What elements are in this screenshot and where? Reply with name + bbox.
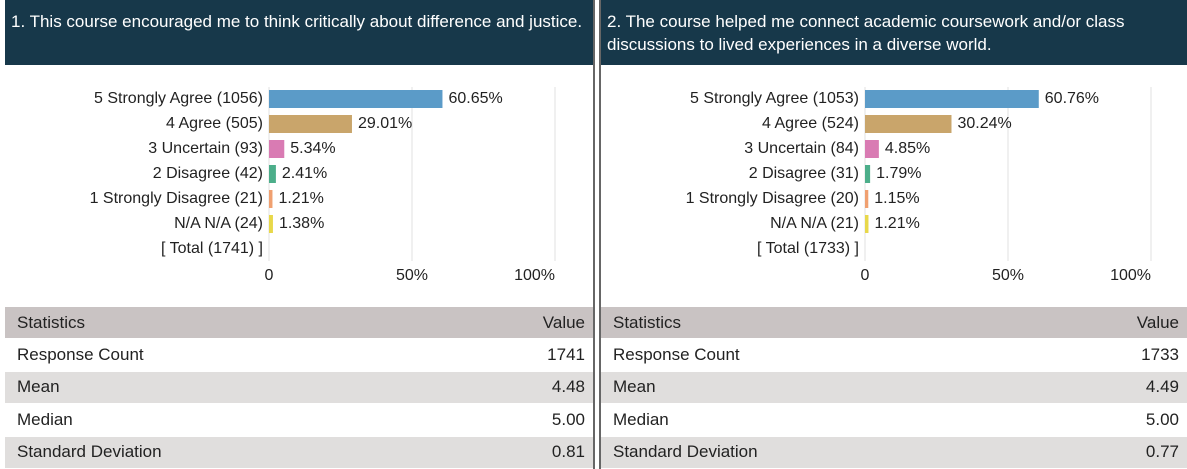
category-label: 3 Uncertain (84) bbox=[744, 140, 859, 157]
bar bbox=[269, 190, 273, 208]
bar-chart: 0 50% 100% 5 Strongly Agree (1056) 60.65% 4 A… bbox=[90, 87, 556, 284]
x-tick-label: 0 bbox=[265, 267, 274, 284]
category-label: 4 Agree (505) bbox=[166, 115, 263, 132]
x-tick-label: 50% bbox=[992, 267, 1024, 284]
category-label: 4 Agree (524) bbox=[762, 115, 859, 132]
category-label: N/A N/A (24) bbox=[174, 215, 263, 232]
value-label: 2.41% bbox=[282, 165, 327, 182]
question-title: 1. This course encouraged me to think cr… bbox=[5, 0, 593, 65]
category-label: 2 Disagree (42) bbox=[153, 165, 263, 182]
table-row: Standard Deviation 0.77 bbox=[601, 436, 1187, 469]
category-label: N/A N/A (21) bbox=[770, 215, 859, 232]
bar bbox=[269, 90, 443, 108]
category-label: 5 Strongly Agree (1056) bbox=[94, 90, 263, 107]
table-cell: 1741 bbox=[547, 345, 585, 365]
value-label: 29.01% bbox=[358, 115, 412, 132]
header-cell: Statistics bbox=[17, 312, 86, 332]
divider bbox=[593, 0, 601, 469]
table-cell: Response Count bbox=[613, 345, 740, 365]
bar bbox=[269, 115, 352, 133]
bar bbox=[865, 90, 1039, 108]
bar bbox=[269, 165, 276, 183]
header-cell: Value bbox=[1136, 312, 1179, 332]
category-label: 3 Uncertain (93) bbox=[148, 140, 263, 157]
table-header: Statistics Value bbox=[5, 307, 593, 340]
category-label: 5 Strongly Agree (1053) bbox=[690, 90, 859, 107]
panel: 1. This course encouraged me to think cr… bbox=[5, 0, 593, 469]
bar bbox=[865, 165, 871, 183]
value-label: 1.38% bbox=[279, 215, 324, 232]
header-cell: Value bbox=[542, 312, 585, 332]
bar bbox=[865, 140, 879, 158]
table-row: Standard Deviation 0.81 bbox=[5, 436, 593, 469]
table-row: Mean 4.48 bbox=[5, 371, 593, 405]
bar bbox=[269, 140, 285, 158]
statistics-table: Statistics Value Response Count 1741 Mean 4.4… bbox=[5, 307, 593, 469]
x-tick-label: 0 bbox=[861, 267, 870, 284]
question-title: 2. The course helped me connect academic… bbox=[601, 0, 1187, 65]
bar bbox=[865, 115, 952, 133]
bar-chart: 0 50% 100% 5 Strongly Agree (1053) 60.76% 4 A… bbox=[686, 87, 1152, 284]
header-cell: Statistics bbox=[613, 312, 682, 332]
table-row: Median 5.00 bbox=[601, 404, 1187, 437]
value-label: 1.21% bbox=[874, 215, 919, 232]
table-row: Median 5.00 bbox=[5, 404, 593, 437]
category-label: 1 Strongly Disagree (21) bbox=[90, 190, 263, 207]
bar bbox=[269, 215, 273, 233]
panel: 2. The course helped me connect academic… bbox=[601, 0, 1187, 469]
value-label: 60.65% bbox=[448, 90, 502, 107]
value-label: 60.76% bbox=[1045, 90, 1099, 107]
table-cell: Mean bbox=[613, 377, 656, 397]
total-label: [ Total (1733) ] bbox=[757, 240, 859, 257]
total-label: [ Total (1741) ] bbox=[161, 240, 263, 257]
table-cell: 1733 bbox=[1141, 345, 1179, 365]
value-label: 1.79% bbox=[876, 165, 921, 182]
table-cell: Median bbox=[17, 409, 73, 429]
bar bbox=[865, 215, 869, 233]
table-row: Mean 4.49 bbox=[601, 371, 1187, 405]
table-row: Response Count 1733 bbox=[601, 339, 1187, 372]
table-cell: Response Count bbox=[17, 345, 144, 365]
value-label: 1.15% bbox=[874, 190, 919, 207]
table-header: Statistics Value bbox=[601, 307, 1187, 340]
category-label: 2 Disagree (31) bbox=[749, 165, 859, 182]
value-label: 30.24% bbox=[957, 115, 1011, 132]
table-cell: Standard Deviation bbox=[17, 442, 162, 462]
bar bbox=[865, 190, 869, 208]
value-label: 4.85% bbox=[885, 140, 930, 157]
value-label: 5.34% bbox=[290, 140, 335, 157]
value-label: 1.21% bbox=[278, 190, 323, 207]
statistics-table: Statistics Value Response Count 1733 Mean 4.4… bbox=[601, 307, 1187, 469]
table-row: Response Count 1741 bbox=[5, 339, 593, 372]
table-cell: 5.00 bbox=[1145, 409, 1179, 429]
x-tick-label: 100% bbox=[1110, 267, 1151, 284]
category-label: 1 Strongly Disagree (20) bbox=[686, 190, 859, 207]
table-cell: 0.77 bbox=[1145, 442, 1179, 462]
table-cell: 4.49 bbox=[1145, 377, 1179, 397]
x-tick-label: 50% bbox=[396, 267, 428, 284]
table-cell: 0.81 bbox=[551, 442, 585, 462]
table-cell: Median bbox=[613, 409, 669, 429]
table-cell: Standard Deviation bbox=[613, 442, 758, 462]
table-cell: Mean bbox=[17, 377, 60, 397]
table-cell: 5.00 bbox=[551, 409, 585, 429]
table-cell: 4.48 bbox=[551, 377, 585, 397]
x-tick-label: 100% bbox=[514, 267, 555, 284]
